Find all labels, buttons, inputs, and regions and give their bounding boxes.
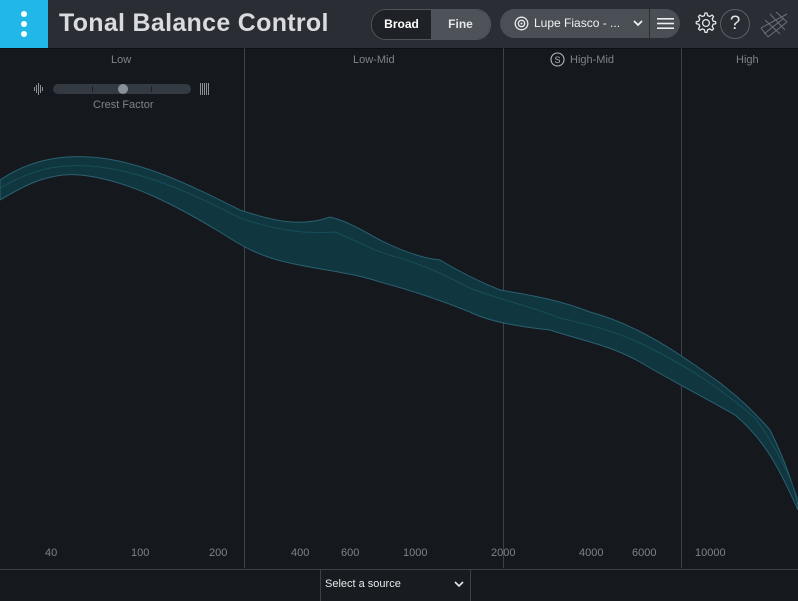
band-label-low-mid: Low-Mid	[353, 54, 395, 66]
target-icon	[514, 16, 529, 31]
freq-label: 40	[45, 547, 58, 559]
divider	[649, 9, 650, 38]
fine-view-button[interactable]: Fine	[431, 10, 490, 39]
source-selector-label: Select a source	[325, 578, 401, 590]
freq-label: 6000	[632, 547, 657, 559]
chevron-down-icon[interactable]	[633, 19, 643, 27]
crest-factor-label: Crest Factor	[93, 99, 154, 111]
target-curve-selector[interactable]: Lupe Fiasco - ...	[500, 9, 680, 38]
freq-label: 10000	[695, 547, 726, 559]
freq-label: 400	[291, 547, 310, 559]
app-title: Tonal Balance Control	[59, 9, 329, 37]
freq-label: 600	[341, 547, 360, 559]
footer-bar: Select a source	[0, 569, 798, 601]
target-curve-label: Lupe Fiasco - ...	[534, 16, 621, 30]
crest-factor-low-icon	[34, 83, 43, 95]
band-label-high: High	[736, 54, 759, 66]
band-divider[interactable]	[244, 48, 245, 568]
crest-factor-high-icon	[200, 83, 209, 95]
freq-label: 2000	[491, 547, 516, 559]
solo-button[interactable]: S	[550, 52, 565, 67]
source-selector[interactable]: Select a source	[320, 570, 471, 601]
header-bar: Tonal Balance Control Broad Fine Lupe Fi…	[0, 0, 798, 49]
freq-label: 200	[209, 547, 228, 559]
crest-factor-slider-thumb[interactable]	[118, 84, 128, 94]
freq-label: 100	[131, 547, 150, 559]
broad-view-button[interactable]: Broad	[372, 10, 431, 39]
target-curve-band	[0, 156, 798, 511]
band-divider[interactable]	[681, 48, 682, 568]
app-menu-button[interactable]	[0, 0, 48, 48]
band-label-low: Low	[111, 54, 132, 66]
freq-label: 4000	[579, 547, 604, 559]
menu-dot-icon	[21, 31, 27, 37]
gear-icon[interactable]	[694, 10, 718, 36]
help-button[interactable]: ?	[720, 9, 750, 39]
view-mode-toggle: Broad Fine	[371, 9, 491, 40]
izotope-logo-icon	[760, 11, 788, 38]
menu-dot-icon	[21, 21, 27, 27]
chevron-down-icon[interactable]	[454, 580, 464, 588]
solo-label: S	[554, 55, 560, 65]
band-label-high-mid: High-Mid	[570, 54, 615, 66]
menu-dot-icon	[21, 11, 27, 17]
freq-label: 1000	[403, 547, 428, 559]
hamburger-menu-icon[interactable]	[657, 17, 674, 30]
